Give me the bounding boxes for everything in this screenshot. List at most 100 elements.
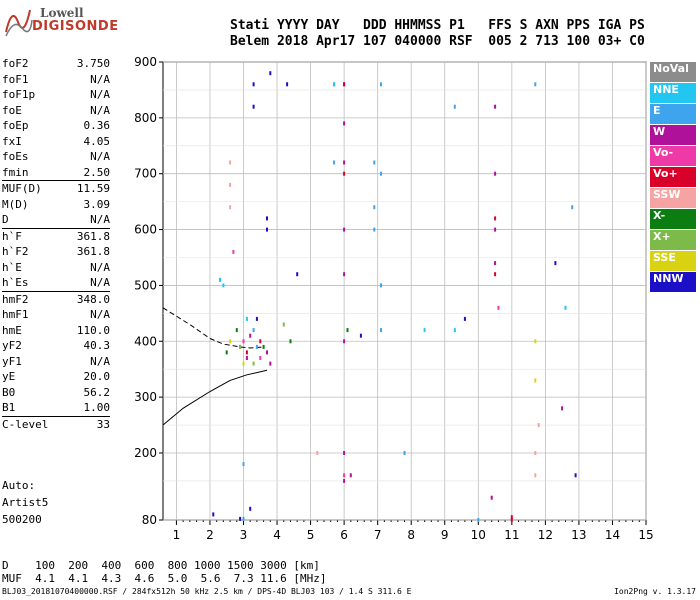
legend-entry: X- — [650, 209, 696, 229]
x-tick-label: 8 — [407, 528, 415, 542]
param-row: foF1p N/A — [2, 87, 110, 103]
param-value: 56.2 — [83, 385, 111, 399]
echo-point — [510, 515, 513, 520]
echo-point — [477, 518, 480, 522]
param-row: hmF2 348.0 — [2, 290, 110, 308]
echo-point — [564, 305, 567, 310]
echo-point — [245, 316, 248, 321]
legend-entry: NNW — [650, 272, 696, 292]
echo-point — [255, 344, 258, 349]
echo-point — [333, 160, 336, 165]
param-row: hmF1 N/A — [2, 307, 110, 323]
param-row: M(D) 3.09 — [2, 197, 110, 213]
y-tick-label: 500 — [134, 278, 157, 292]
polarization-legend: NoVal NNE E W Vo- Vo+ SSW X- X+ SSE NNW — [650, 62, 696, 293]
echo-point — [373, 160, 376, 165]
profile-curve-dashed — [162, 307, 264, 349]
legend-entry: Vo- — [650, 146, 696, 166]
echo-point — [212, 512, 215, 517]
param-row: fmin 2.50 — [2, 165, 110, 181]
param-value: N/A — [90, 103, 110, 117]
x-tick-label: 12 — [538, 528, 553, 542]
echo-point — [249, 506, 252, 511]
echo-point — [494, 227, 497, 232]
legend-entry: X+ — [650, 230, 696, 250]
echo-point — [282, 322, 285, 327]
x-tick-label: 10 — [471, 528, 486, 542]
echo-point — [266, 227, 268, 232]
param-row: hmE 110.0 — [2, 323, 110, 339]
autoscaling-label: Auto: — [2, 479, 36, 492]
echo-point — [316, 451, 319, 455]
param-row: foF2 3.750 — [2, 56, 110, 72]
echo-point — [225, 350, 228, 355]
echo-point — [494, 216, 497, 221]
echo-point — [453, 328, 456, 333]
echo-point — [490, 495, 493, 500]
muf-distance-row: D 100 200 400 600 800 1000 1500 3000 [km… — [2, 559, 320, 572]
echo-point — [232, 249, 235, 254]
param-row: foE N/A — [2, 103, 110, 119]
echo-point — [534, 378, 537, 383]
echo-point — [343, 82, 346, 87]
param-name: h`E — [2, 260, 22, 274]
x-tick-label: 9 — [441, 528, 449, 542]
echo-point — [296, 272, 299, 277]
echo-point — [380, 171, 382, 176]
echo-point — [266, 350, 268, 355]
param-value: 1.00 — [83, 401, 111, 414]
echo-point — [343, 272, 346, 277]
x-tick-label: 15 — [638, 528, 653, 542]
echo-point — [239, 516, 242, 521]
param-name: hmE — [2, 323, 22, 337]
echo-point — [333, 82, 336, 87]
echo-point — [242, 339, 245, 344]
param-name: foF1p — [2, 88, 36, 101]
param-row: B0 56.2 — [2, 385, 110, 401]
param-name: foEp — [2, 119, 29, 132]
param-name: h`Es — [2, 276, 29, 289]
y-tick-label: 300 — [134, 390, 157, 404]
param-value: 2.50 — [83, 165, 111, 179]
param-row: h`F 361.8 — [2, 227, 110, 245]
echo-point — [554, 261, 557, 266]
legend-entry: SSW — [650, 188, 696, 208]
x-tick-label: 2 — [206, 528, 214, 542]
logo-line2: DIGISONDE — [32, 19, 119, 34]
echo-point — [343, 451, 346, 455]
param-row: foF1 N/A — [2, 72, 110, 88]
x-tick-label: 5 — [307, 528, 315, 542]
echo-point — [239, 344, 242, 349]
echo-point — [537, 423, 540, 427]
param-name: h`F2 — [2, 245, 29, 258]
y-tick-label: 400 — [134, 334, 157, 348]
param-name: fxI — [2, 134, 22, 148]
y-tick-label: 700 — [134, 167, 157, 181]
echo-point — [235, 328, 238, 333]
echo-point — [463, 316, 466, 321]
param-value: 11.59 — [76, 182, 110, 195]
y-tick-label: 80 — [142, 513, 157, 527]
param-name: foE — [2, 103, 22, 117]
param-row: MUF(D) 11.59 — [2, 180, 110, 197]
param-value: 40.3 — [83, 339, 111, 352]
echo-point — [497, 305, 500, 310]
x-tick-label: 7 — [374, 528, 382, 542]
echo-point — [269, 361, 272, 366]
param-name: C-level — [2, 417, 49, 431]
echo-point — [494, 261, 497, 266]
param-value: 348.0 — [76, 292, 110, 306]
param-name: h`F — [2, 229, 22, 243]
x-tick-label: 11 — [504, 528, 519, 542]
param-name: D — [2, 213, 9, 226]
x-tick-label: 4 — [273, 528, 281, 542]
param-value: 4.05 — [83, 134, 111, 148]
echo-point — [343, 121, 346, 126]
param-value: 110.0 — [76, 323, 110, 337]
echo-point — [373, 227, 376, 232]
echo-point — [380, 82, 382, 87]
param-value: N/A — [90, 72, 110, 86]
echo-point — [343, 171, 346, 176]
param-row: yE 20.0 — [2, 369, 110, 385]
